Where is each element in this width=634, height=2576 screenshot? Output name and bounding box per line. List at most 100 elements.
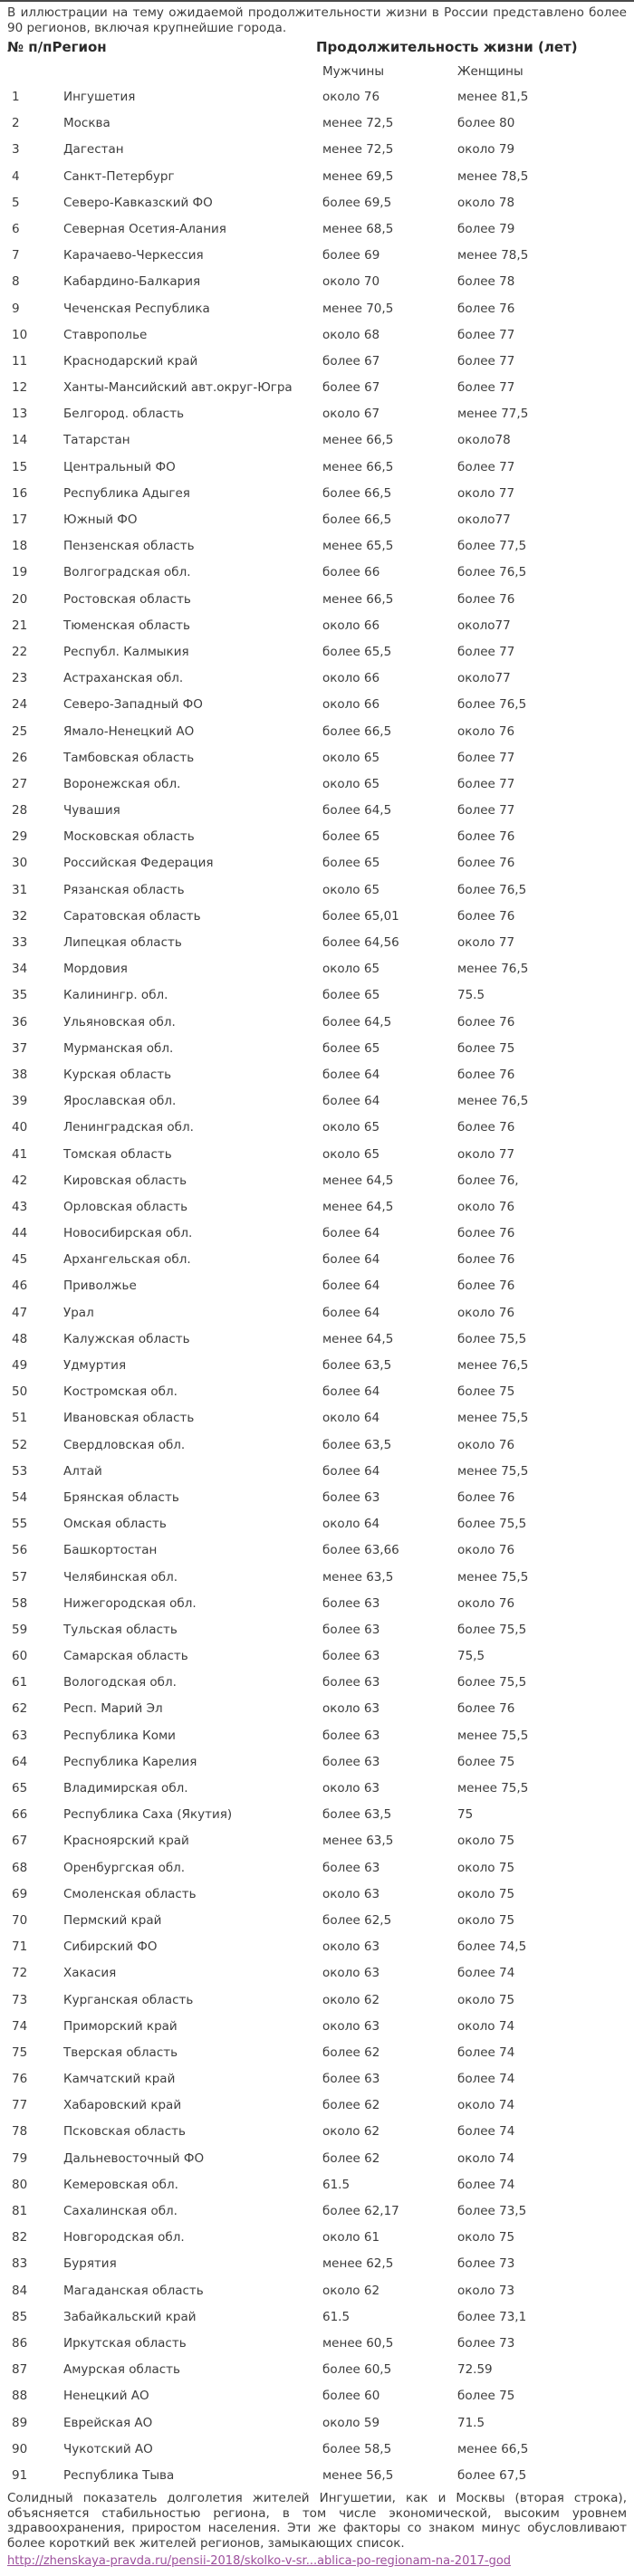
row-region: Дагестан — [63, 142, 124, 158]
row-men-value: более 65,01 — [322, 908, 399, 924]
row-women-value: более 77 — [457, 776, 515, 791]
row-women-value: около 76 — [457, 1543, 515, 1558]
row-number: 14 — [12, 433, 28, 448]
row-women-value: менее 75,5 — [457, 1728, 529, 1743]
row-region: Орловская область — [63, 1199, 188, 1214]
row-women-value: менее 75,5 — [457, 1411, 529, 1426]
table-row: 7 Карачаево-Черкессия более 69 менее 78,… — [0, 243, 634, 269]
row-region: Чукотский АО — [63, 2441, 153, 2456]
table-row: 91 Республика Тыва менее 56,5 более 67,5 — [0, 2463, 634, 2489]
row-number: 11 — [12, 353, 28, 369]
row-women-value: более 76 — [457, 301, 515, 316]
row-men-value: менее 63,5 — [322, 1569, 394, 1585]
table-row: 71 Сибирский ФО около 63 более 74,5 — [0, 1934, 634, 1960]
table-row: 34 Мордовия около 65 менее 76,5 — [0, 956, 634, 982]
row-men-value: более 63 — [322, 1489, 380, 1505]
row-women-value: более 79 — [457, 221, 515, 236]
row-women-value: около77 — [457, 512, 511, 527]
row-number: 40 — [12, 1120, 28, 1135]
row-number: 52 — [12, 1437, 28, 1452]
row-region: Ивановская область — [63, 1411, 195, 1426]
row-number: 54 — [12, 1489, 28, 1505]
row-men-value: более 63 — [322, 1728, 380, 1743]
row-number: 9 — [12, 301, 20, 316]
table-row: 58 Нижегородская обл. более 63 около 76 — [0, 1591, 634, 1617]
row-women-value: менее 77,5 — [457, 407, 529, 422]
row-men-value: более 66,5 — [322, 485, 392, 501]
row-number: 16 — [12, 485, 28, 501]
row-men-value: около 65 — [322, 882, 380, 897]
table-row: 46 Приволжье более 64 более 76 — [0, 1273, 634, 1299]
row-men-value: более 65 — [322, 856, 380, 871]
source-link[interactable]: http://zhenskaya-pravda.ru/pensii-2018/s… — [7, 2554, 512, 2569]
row-men-value: около 70 — [322, 274, 380, 290]
row-women-value: около 76 — [457, 1199, 515, 1214]
table-body: 1 Ингушетия около 76 менее 81,5 2 Москва… — [0, 84, 634, 2489]
row-men-value: менее 56,5 — [322, 2467, 394, 2483]
table-row: 72 Хакасия около 63 более 74 — [0, 1960, 634, 1987]
table-row: 44 Новосибирская обл. более 64 более 76 — [0, 1221, 634, 1247]
row-women-value: около 79 — [457, 142, 515, 158]
table-row: 30 Российская Федерация более 65 более 7… — [0, 850, 634, 876]
table-header-row: № п/пРегион Продолжительность жизни (лет… — [0, 39, 634, 56]
row-number: 35 — [12, 988, 28, 1003]
table-row: 75 Тверская область более 62 более 74 — [0, 2040, 634, 2066]
table-row: 68 Оренбургская обл. более 63 около 75 — [0, 1855, 634, 1882]
row-region: Челябинская обл. — [63, 1569, 178, 1585]
row-women-value: более 80 — [457, 116, 515, 131]
row-women-value: менее 75,5 — [457, 1463, 529, 1479]
table-row: 77 Хабаровский край более 62 около 74 — [0, 2092, 634, 2119]
row-women-value: более 74 — [457, 2072, 515, 2087]
row-region: Урал — [63, 1305, 94, 1320]
row-number: 49 — [12, 1358, 28, 1373]
table-row: 73 Курганская область около 62 около 75 — [0, 1987, 634, 2014]
table-row: 85 Забайкальский край 61.5 более 73,1 — [0, 2304, 634, 2331]
row-region: Сибирский ФО — [63, 1939, 158, 1955]
table-row: 59 Тульская область более 63 более 75,5 — [0, 1617, 634, 1643]
table-row: 65 Владимирская обл. около 63 менее 75,5 — [0, 1776, 634, 1802]
table-row: 53 Алтай более 64 менее 75,5 — [0, 1459, 634, 1485]
row-number: 34 — [12, 962, 28, 977]
row-men-value: около 63 — [322, 1939, 380, 1955]
row-region: Татарстан — [63, 433, 130, 448]
row-men-value: более 64 — [322, 1067, 380, 1082]
table-row: 50 Костромская обл. более 64 более 75 — [0, 1379, 634, 1405]
row-number: 87 — [12, 2362, 28, 2378]
table-row: 21 Тюменская область около 66 около77 — [0, 613, 634, 639]
row-number: 15 — [12, 459, 28, 474]
row-women-value: менее 66,5 — [457, 2441, 529, 2456]
row-number: 76 — [12, 2072, 28, 2087]
row-women-value: более 76 — [457, 1067, 515, 1082]
row-men-value: около 61 — [322, 2230, 380, 2246]
row-men-value: более 67 — [322, 380, 380, 396]
table-row: 56 Башкортостан более 63,66 около 76 — [0, 1537, 634, 1564]
table-row: 20 Ростовская область менее 66,5 более 7… — [0, 587, 634, 613]
table-row: 32 Саратовская область более 65,01 более… — [0, 904, 634, 930]
row-number: 10 — [12, 327, 28, 342]
row-region: Саратовская область — [63, 908, 201, 924]
row-men-value: более 64 — [322, 1278, 380, 1294]
table-row: 83 Бурятия менее 62,5 более 73 — [0, 2251, 634, 2277]
table-row: 40 Ленинградская обл. около 65 более 76 — [0, 1115, 634, 1141]
row-region: Краснодарский край — [63, 353, 198, 369]
row-men-value: более 62 — [322, 2098, 380, 2113]
row-region: Ярославская обл. — [63, 1094, 177, 1109]
row-number: 84 — [12, 2283, 28, 2298]
row-men-value: около 65 — [322, 962, 380, 977]
table-row: 35 Калинингр. обл. более 65 75.5 — [0, 982, 634, 1009]
table-row: 31 Рязанская область около 65 более 76,5 — [0, 877, 634, 904]
row-number: 91 — [12, 2467, 28, 2483]
row-women-value: более 76 — [457, 1252, 515, 1268]
row-region: Белгород. область — [63, 407, 185, 422]
row-region: Волгоградская обл. — [63, 565, 191, 580]
row-women-value: около 74 — [457, 2018, 515, 2034]
table-subheader-row: Мужчины Женщины — [0, 64, 634, 79]
row-region: Тамбовская область — [63, 750, 195, 765]
row-number: 4 — [12, 168, 20, 184]
row-men-value: более 63,5 — [322, 1807, 392, 1823]
row-region: Владимирская обл. — [63, 1781, 188, 1796]
table-row: 69 Смоленская область около 63 около 75 — [0, 1882, 634, 1908]
table-row: 51 Ивановская область около 64 менее 75,… — [0, 1405, 634, 1432]
row-men-value: более 64 — [322, 1094, 380, 1109]
row-men-value: около 63 — [322, 2018, 380, 2034]
